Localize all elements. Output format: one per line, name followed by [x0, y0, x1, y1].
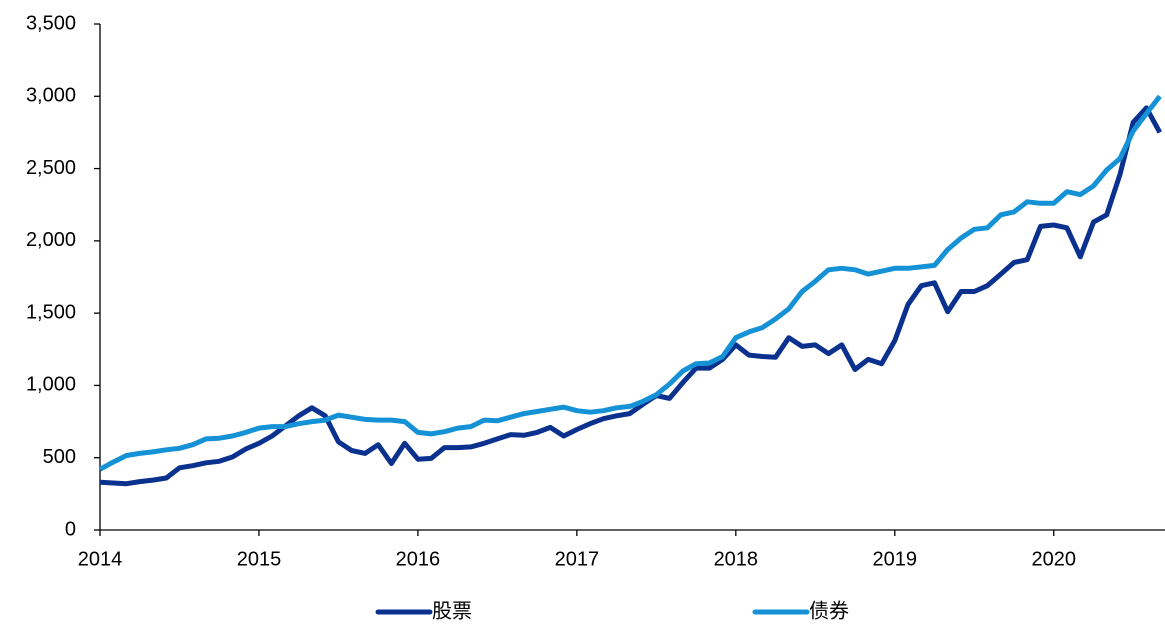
y-tick-label: 1,000 [26, 374, 76, 396]
x-tick-label: 2019 [873, 548, 918, 570]
x-tick-label: 2015 [237, 548, 282, 570]
y-tick-label: 2,500 [26, 157, 76, 179]
legend-label: 债券 [809, 599, 849, 622]
line-series [98, 94, 1162, 472]
y-tick-label: 500 [43, 446, 76, 468]
y-tick-label: 0 [65, 518, 76, 540]
line-series [99, 105, 1162, 487]
y-tick-label: 3,000 [26, 85, 76, 107]
x-tick-label: 2017 [555, 548, 600, 570]
legend-label: 股票 [432, 600, 472, 622]
y-tick-label: 1,500 [26, 301, 76, 323]
x-tick-label: 2016 [396, 548, 441, 570]
x-tick-label: 2018 [714, 548, 759, 570]
y-tick-label: 3,500 [26, 12, 76, 34]
x-tick-label: 2020 [1031, 548, 1076, 570]
y-tick-label: 2,000 [26, 229, 76, 251]
x-tick-label: 2014 [78, 548, 123, 570]
